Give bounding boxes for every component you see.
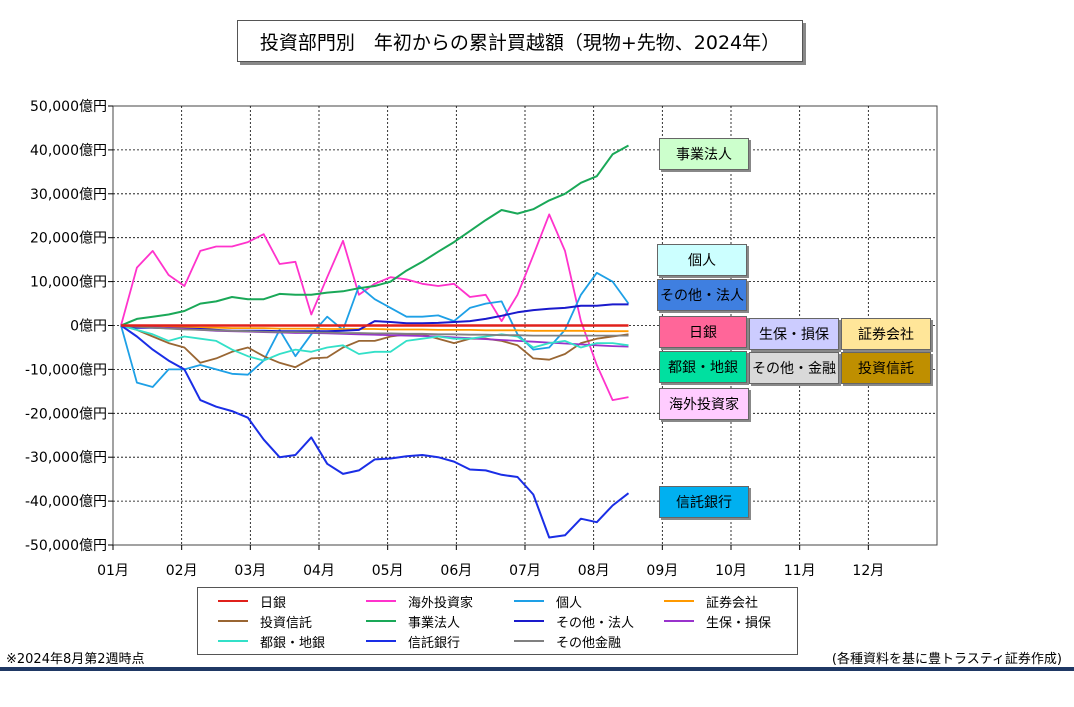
y-tick-label: 30,000億円: [30, 187, 107, 203]
side-label-kojin: 個人: [657, 244, 747, 276]
x-tick-label: 09月: [646, 563, 678, 579]
legend-item-jigyo: 事業法人: [366, 611, 460, 631]
y-tick-label: 0億円: [70, 319, 107, 335]
side-label-nichigin: 日銀: [659, 316, 747, 348]
side-label-shoken-gaisha: 証券会社: [841, 318, 931, 350]
legend-swatch: [218, 640, 248, 642]
side-label-jigyo-hojin: 事業法人: [659, 138, 749, 170]
legend-swatch: [366, 600, 396, 602]
legend-item-shintaku: 信託銀行: [366, 631, 460, 651]
legend-item-kojin: 個人: [514, 591, 582, 611]
legend-swatch: [366, 620, 396, 622]
y-tick-label: -40,000億円: [25, 494, 107, 510]
x-tick-label: 03月: [234, 563, 266, 579]
series-line-5: [120, 144, 629, 327]
legend-swatch: [664, 600, 694, 602]
footnote-date: ※2024年8月第2週時点: [6, 652, 145, 667]
legend-swatch: [664, 620, 694, 622]
x-tick-label: 07月: [509, 563, 541, 579]
legend-item-togin: 都銀・地銀: [218, 631, 325, 651]
legend-item-shoken: 証券会社: [664, 591, 758, 611]
legend-swatch: [218, 600, 248, 602]
legend-item-sonota-kinyu: その他金融: [514, 631, 621, 651]
legend-swatch: [514, 620, 544, 622]
x-tick-label: 06月: [440, 563, 472, 579]
y-tick-label: 10,000億円: [30, 275, 107, 291]
y-tick-label: -10,000億円: [25, 362, 107, 378]
side-label-sonota-hojin: その他・法人: [657, 279, 747, 311]
y-tick-label: -30,000億円: [25, 450, 107, 466]
series-line-2: [120, 271, 630, 388]
x-tick-label: 11月: [784, 563, 816, 579]
side-label-kaigai-toshika: 海外投資家: [659, 388, 749, 420]
y-tick-label: 40,000億円: [30, 143, 107, 159]
x-tick-label: 04月: [303, 563, 335, 579]
x-tick-label: 02月: [166, 563, 198, 579]
legend: 日銀 海外投資家 個人 証券会社 投資信託 事業法人 その他・法人 生保・損保 …: [197, 587, 798, 655]
legend-item-nichigin: 日銀: [218, 591, 286, 611]
y-tick-label: -50,000億円: [25, 538, 107, 554]
y-tick-label: 50,000億円: [30, 99, 107, 115]
legend-item-toshin: 投資信託: [218, 611, 312, 631]
legend-swatch: [514, 600, 544, 602]
series-line-10: [120, 324, 629, 337]
legend-swatch: [366, 640, 396, 642]
x-tick-label: 08月: [578, 563, 610, 579]
bottom-rule: [0, 667, 1074, 671]
series-line-1: [120, 213, 629, 402]
side-label-toshi-shintaku: 投資信託: [841, 352, 931, 384]
x-tick-label: 10月: [715, 563, 747, 579]
side-label-togin-chigin: 都銀・地銀: [659, 351, 747, 383]
footnote-source: (各種資料を基に豊トラスティ証券作成): [831, 652, 1062, 667]
side-label-seiho-sonpo: 生保・損保: [749, 318, 839, 350]
chart-title: 投資部門別 年初からの累計買越額（現物+先物、2024年）: [237, 20, 803, 62]
y-tick-label: 20,000億円: [30, 231, 107, 247]
legend-swatch: [218, 620, 248, 622]
side-label-sonota-kinyu: その他・金融: [749, 352, 839, 384]
x-tick-label: 01月: [97, 563, 129, 579]
legend-item-sonota-hojin: その他・法人: [514, 611, 634, 631]
x-tick-label: 12月: [852, 563, 884, 579]
legend-swatch: [514, 640, 544, 642]
legend-item-seiho: 生保・損保: [664, 611, 771, 631]
legend-item-kaigai: 海外投資家: [366, 591, 473, 611]
series-line-8: [120, 324, 629, 362]
side-label-shintaku-ginko: 信託銀行: [659, 486, 749, 518]
y-tick-label: -20,000億円: [25, 406, 107, 422]
series-line-4: [120, 324, 629, 369]
series-line-9: [120, 324, 630, 539]
series-line-3: [120, 324, 629, 333]
x-tick-label: 05月: [372, 563, 404, 579]
